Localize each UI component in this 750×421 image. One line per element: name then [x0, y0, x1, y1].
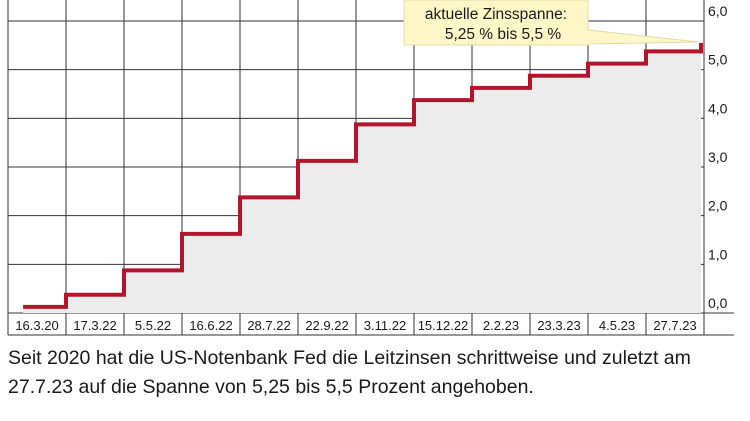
x-tick-label: 28.7.22	[247, 318, 290, 333]
y-tick-label: 1,0	[708, 246, 728, 262]
x-tick-label: 3.11.22	[364, 318, 406, 333]
x-tick-label: 23.3.23	[537, 318, 580, 333]
x-tick-label: 2.2.23	[483, 318, 519, 333]
x-tick-label: 22.9.22	[305, 318, 348, 333]
callout-line-1: aktuelle Zinsspanne:	[425, 6, 567, 23]
area-under-line	[23, 51, 701, 314]
y-tick-label: 2,0	[708, 198, 728, 214]
x-tick-label: 5.5.22	[135, 318, 171, 333]
y-tick-label: 5,0	[708, 52, 728, 68]
rate-chart: 0,0 1,0 2,0 3,0 4,0 5,0 6,0 16.3.20 17.3.22 5.5.…	[7, 0, 734, 336]
x-tick-label: 16.3.20	[15, 318, 58, 333]
x-tick-label: 4.5.23	[599, 318, 635, 333]
y-tick-label: 4,0	[708, 100, 728, 116]
y-tick-label: 6,0	[708, 3, 728, 19]
x-axis-ticks: 16.3.20 17.3.22 5.5.22 16.6.22 28.7.22 22.9.2…	[15, 318, 696, 333]
x-tick-label: 27.7.23	[653, 318, 696, 333]
y-axis-ticks: 0,0 1,0 2,0 3,0 4,0 5,0 6,0	[708, 3, 728, 311]
current-rate-callout: aktuelle Zinsspanne: 5,25 % bis 5,5 %	[403, 0, 700, 46]
x-tick-label: 17.3.22	[73, 318, 116, 333]
x-tick-label: 15.12.22	[418, 318, 469, 333]
callout-box	[403, 0, 700, 46]
y-tick-label: 3,0	[708, 149, 728, 165]
y-tick-label: 0,0	[708, 295, 728, 311]
callout-line-2: 5,25 % bis 5,5 %	[445, 26, 562, 43]
chart-caption: Seit 2020 hat die US-Notenbank Fed die L…	[8, 347, 691, 398]
x-tick-label: 16.6.22	[189, 318, 232, 333]
interest-rate-step-line	[23, 49, 701, 309]
